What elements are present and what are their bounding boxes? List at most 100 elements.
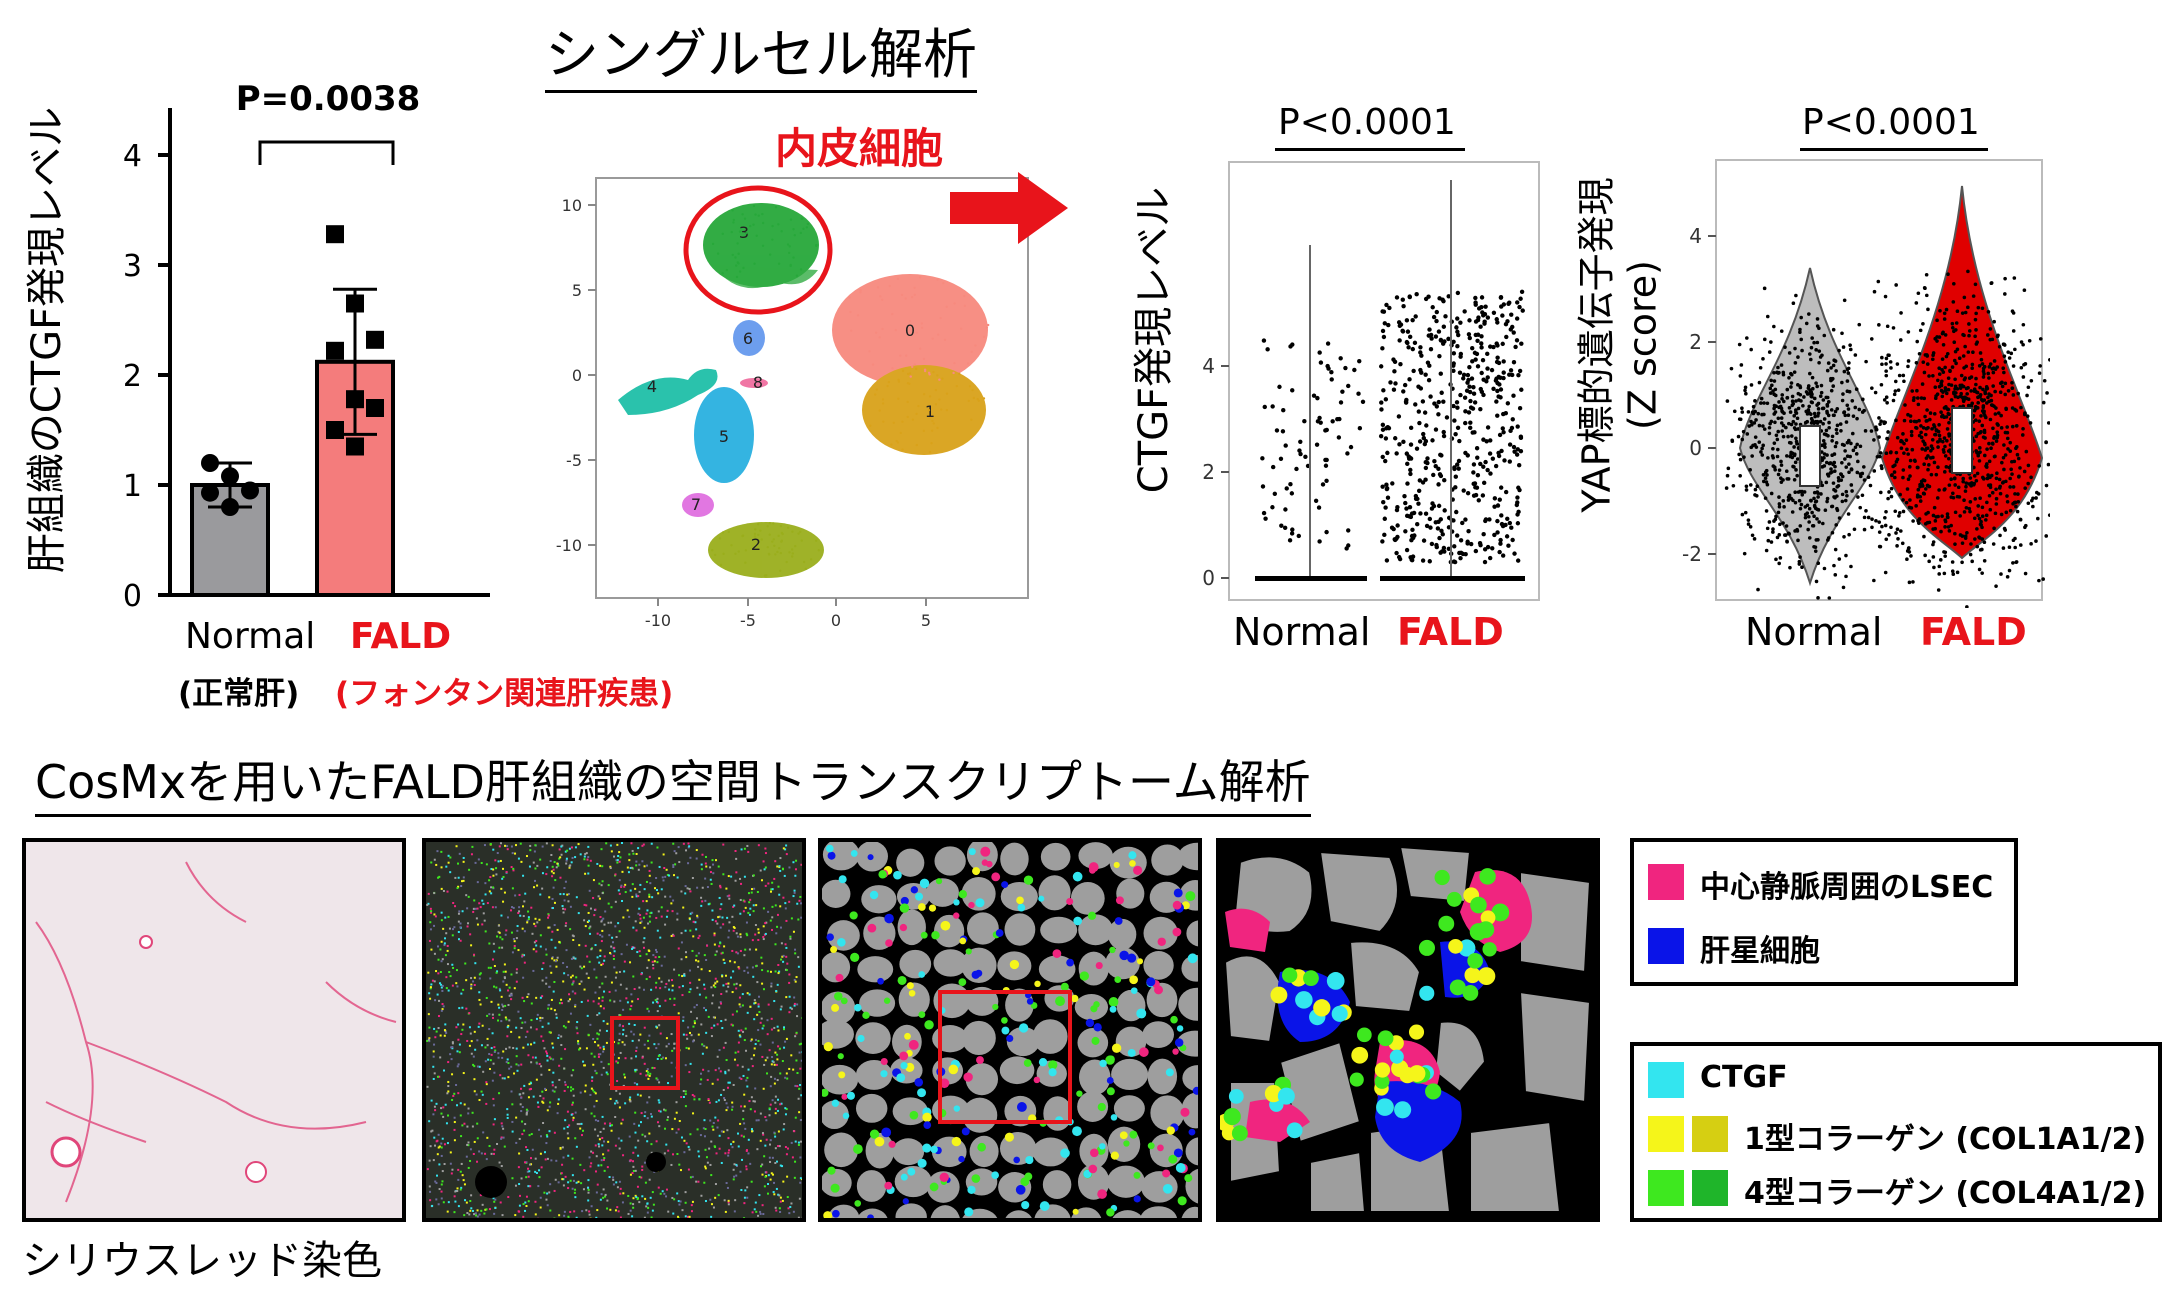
- umap-xtick: 0: [831, 611, 841, 630]
- bar-tick-label: 0: [123, 579, 142, 614]
- legend-swatch-col4-b: [1692, 1170, 1728, 1206]
- cluster-8: [740, 378, 768, 388]
- cluster-label-0: 0: [905, 321, 915, 340]
- sirius-red-caption: シリウスレッド染色: [22, 1238, 382, 1284]
- pvalue-bracket: [258, 140, 395, 165]
- data-point: [201, 454, 219, 472]
- cluster-label-7: 7: [691, 495, 701, 514]
- cluster-7: [682, 493, 714, 517]
- endothelial-highlight-circle: [683, 185, 833, 315]
- cluster-label-1: 1: [925, 402, 935, 421]
- bar-sub-normal: (正常肝): [178, 676, 300, 712]
- zoom-region-box: [610, 1016, 680, 1090]
- cluster-1: [862, 365, 986, 455]
- bar-label-normal: Normal: [185, 616, 316, 657]
- bar-tick-label: 2: [123, 359, 142, 394]
- legend-swatch-col4-a: [1648, 1170, 1684, 1206]
- cluster-label-4: 4: [647, 377, 657, 396]
- yap-ytick: -2: [1682, 542, 1702, 566]
- cluster-5: [694, 387, 754, 483]
- cluster-6: [733, 320, 765, 356]
- singlecell-title: シングルセル解析: [545, 20, 977, 93]
- zoom-region-box-2: [938, 990, 1072, 1124]
- legend-label-stellate: 肝星細胞: [1700, 934, 1820, 969]
- bar-label-fald: FALD: [350, 616, 452, 657]
- data-point: [241, 481, 259, 500]
- umap-ytick: 10: [562, 196, 582, 215]
- yap-ytick: 2: [1689, 330, 1702, 354]
- yap-violin-ylabel: YAP標的遺伝子発現 (Z score): [1574, 177, 1665, 513]
- bar-tick-label: 3: [123, 249, 142, 284]
- data-point: [201, 483, 219, 502]
- umap-frame: [595, 177, 1029, 599]
- legend-swatch-ctgf: [1648, 1062, 1684, 1098]
- bar-chart-ylabel: 肝組織のCTGF発現レベル: [24, 106, 70, 574]
- cluster-2: [708, 522, 824, 578]
- umap-xtick: -5: [740, 611, 756, 630]
- ctgf-ytick: 2: [1202, 460, 1215, 484]
- legend-swatch-col1-b: [1692, 1116, 1728, 1152]
- yap-violin-pvalue: P<0.0001: [1802, 102, 1980, 143]
- cosmx-segmentation-image: [818, 838, 1202, 1222]
- legend-label-col1: 1型コラーゲン (COL1A1/2): [1744, 1122, 2147, 1157]
- data-point: [221, 498, 239, 516]
- cosmx-overview-image: [422, 838, 806, 1222]
- umap-ytick: 5: [572, 281, 582, 300]
- cluster-0: [832, 274, 988, 386]
- data-point: [346, 294, 364, 313]
- sirius-red-image: [22, 838, 406, 1222]
- yap-ytick: 4: [1689, 224, 1702, 248]
- data-point: [346, 390, 364, 409]
- legend-swatch-lsec: [1648, 864, 1684, 900]
- legend-swatch-stellate: [1648, 928, 1684, 964]
- data-point: [366, 330, 384, 349]
- umap-plot: -10 -5 0 5 10 5 0 -5 -10 0 1 2 3 4 5 6 7 8: [556, 177, 1029, 630]
- legend-swatch-col1-a: [1648, 1116, 1684, 1152]
- umap-ytick: -10: [556, 536, 582, 555]
- ctgf-violin-ylabel: CTGF発現レベル: [1131, 186, 1177, 494]
- data-point: [326, 341, 344, 360]
- ctgf-label-normal: Normal: [1233, 610, 1371, 654]
- data-point: [346, 437, 364, 456]
- cluster-label-8: 8: [753, 373, 763, 392]
- cell-type-legend: 中心静脈周囲のLSEC 肝星細胞: [1630, 838, 2018, 986]
- ctgf-ytick: 0: [1202, 566, 1215, 590]
- data-point: [326, 421, 344, 439]
- boxplot-normal: [1799, 425, 1821, 487]
- violin-fald: [1880, 185, 2044, 560]
- legend-label-lsec: 中心静脈周囲のLSEC: [1700, 870, 1994, 905]
- ctgf-violin-plot: 0 2 4: [1202, 161, 1540, 601]
- data-point: [366, 399, 384, 417]
- bar-tick-label: 1: [123, 469, 142, 504]
- red-arrow-icon: [950, 172, 1068, 244]
- bar-sub-fald: (フォンタン関連肝疾患): [335, 676, 674, 712]
- yap-violin-plot: 4 2 0 -2: [1682, 159, 2050, 608]
- endothelial-label: 内皮細胞: [775, 124, 944, 173]
- ctgf-ytick: 4: [1202, 354, 1215, 378]
- cluster-label-3: 3: [739, 223, 749, 242]
- umap-xtick: 5: [921, 611, 931, 630]
- boxplot-fald: [1951, 407, 1973, 474]
- yap-ytick: 0: [1689, 436, 1702, 460]
- ctgf-label-fald: FALD: [1397, 610, 1504, 654]
- legend-label-ctgf: CTGF: [1700, 1060, 1788, 1095]
- cluster-4: [618, 368, 718, 415]
- legend-label-col4: 4型コラーゲン (COL4A1/2): [1744, 1176, 2147, 1211]
- umap-ytick: 0: [572, 366, 582, 385]
- yap-label-fald: FALD: [1920, 610, 2027, 654]
- bar-chart: 0 1 2 3 4 P=0.0038: [123, 79, 490, 614]
- ctgf-violin-pvalue: P<0.0001: [1278, 102, 1456, 143]
- cosmx-zoom-image: [1216, 838, 1600, 1222]
- yap-pvalue-line: [1800, 148, 1988, 151]
- bar-tick-label: 4: [123, 139, 142, 174]
- yap-label-normal: Normal: [1745, 610, 1883, 654]
- umap-ytick: -5: [566, 451, 582, 470]
- bar-pvalue: P=0.0038: [236, 79, 421, 119]
- cosmx-title: CosMxを用いたFALD肝組織の空間トランスクリプトーム解析: [35, 750, 1311, 817]
- cluster-label-6: 6: [743, 329, 753, 348]
- cluster-label-2: 2: [751, 535, 761, 554]
- data-point: [221, 467, 239, 486]
- ctgf-pvalue-line: [1275, 148, 1465, 151]
- gene-legend: CTGF 1型コラーゲン (COL1A1/2) 4型コラーゲン (COL4A1/…: [1630, 1042, 2162, 1222]
- umap-xtick: -10: [645, 611, 671, 630]
